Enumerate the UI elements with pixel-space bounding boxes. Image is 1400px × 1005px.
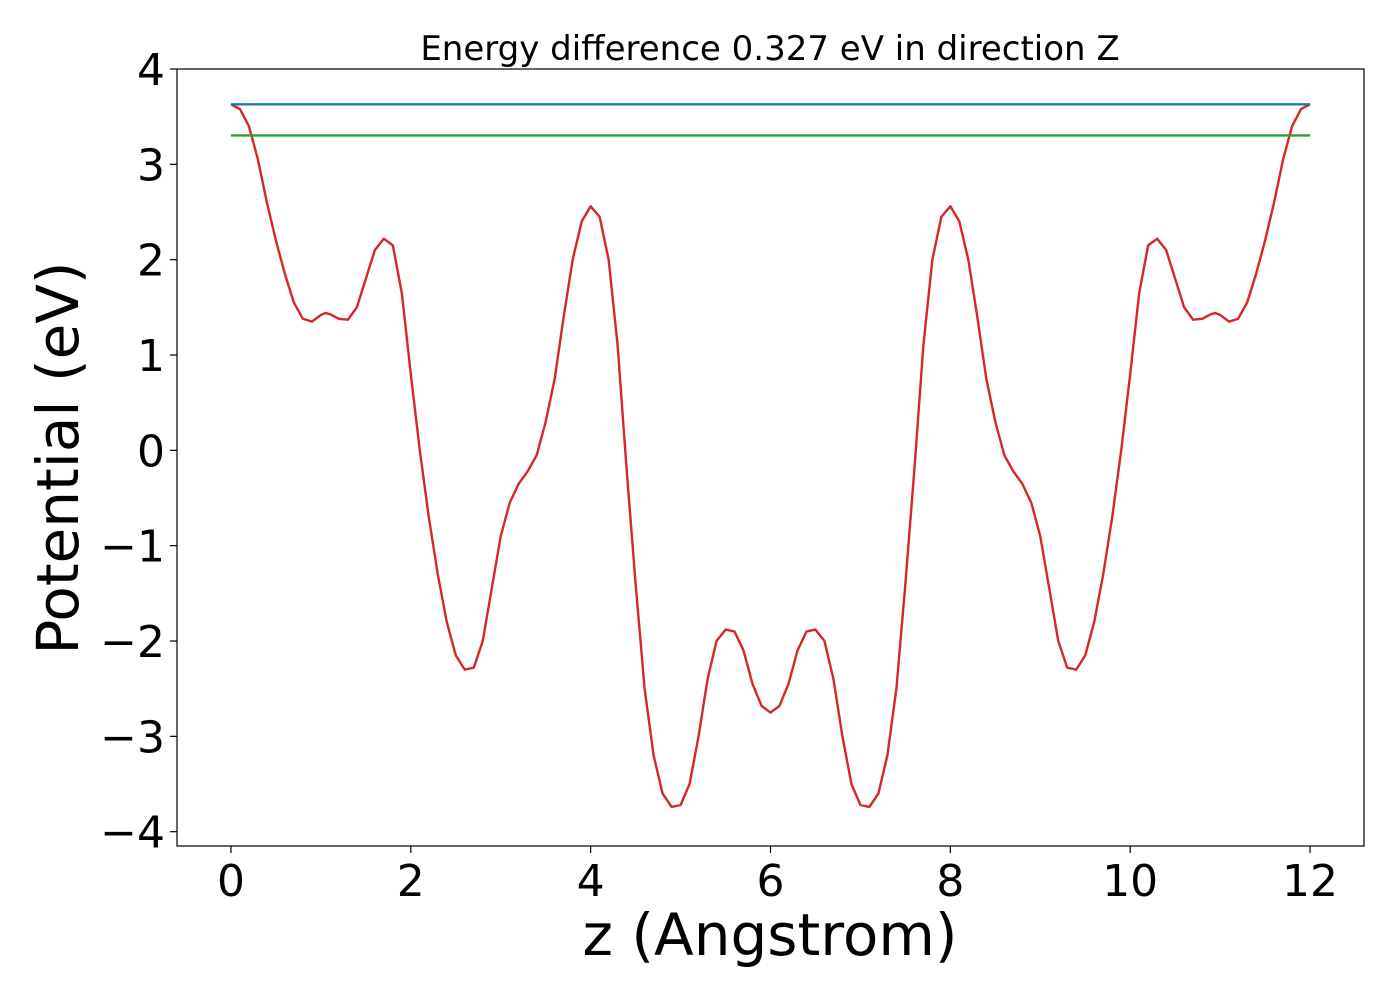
y-axis-label: Potential (eV) <box>24 261 92 654</box>
x-tick-label: 4 <box>577 856 605 907</box>
x-tick-label: 10 <box>1102 856 1158 907</box>
y-tick-label: −1 <box>100 522 165 573</box>
x-tick-label: 12 <box>1282 856 1338 907</box>
y-tick-label: 3 <box>137 140 165 191</box>
x-tick-label: 0 <box>217 856 245 907</box>
chart-title: Energy difference 0.327 eV in direction … <box>420 29 1119 69</box>
series-layer <box>230 103 1311 809</box>
y-tick-label: 2 <box>137 236 165 287</box>
x-tick-label: 2 <box>397 856 425 907</box>
x-axis-label: z (Angstrom) <box>583 901 958 969</box>
y-axis: −4 −3 −2 −1 0 1 2 3 4 <box>100 45 177 859</box>
y-tick-label: 0 <box>137 426 165 477</box>
x-axis: 0 2 4 6 8 10 12 <box>217 846 1338 907</box>
y-tick-label: −3 <box>100 712 165 763</box>
y-tick-label: −2 <box>100 617 165 668</box>
series-line-0 <box>230 103 1311 809</box>
y-tick-label: 4 <box>137 45 165 96</box>
x-tick-label: 8 <box>936 856 964 907</box>
x-tick-label: 6 <box>757 856 785 907</box>
y-tick-label: −4 <box>100 808 165 859</box>
plot-area-frame <box>176 68 1365 847</box>
y-tick-label: 1 <box>137 331 165 382</box>
